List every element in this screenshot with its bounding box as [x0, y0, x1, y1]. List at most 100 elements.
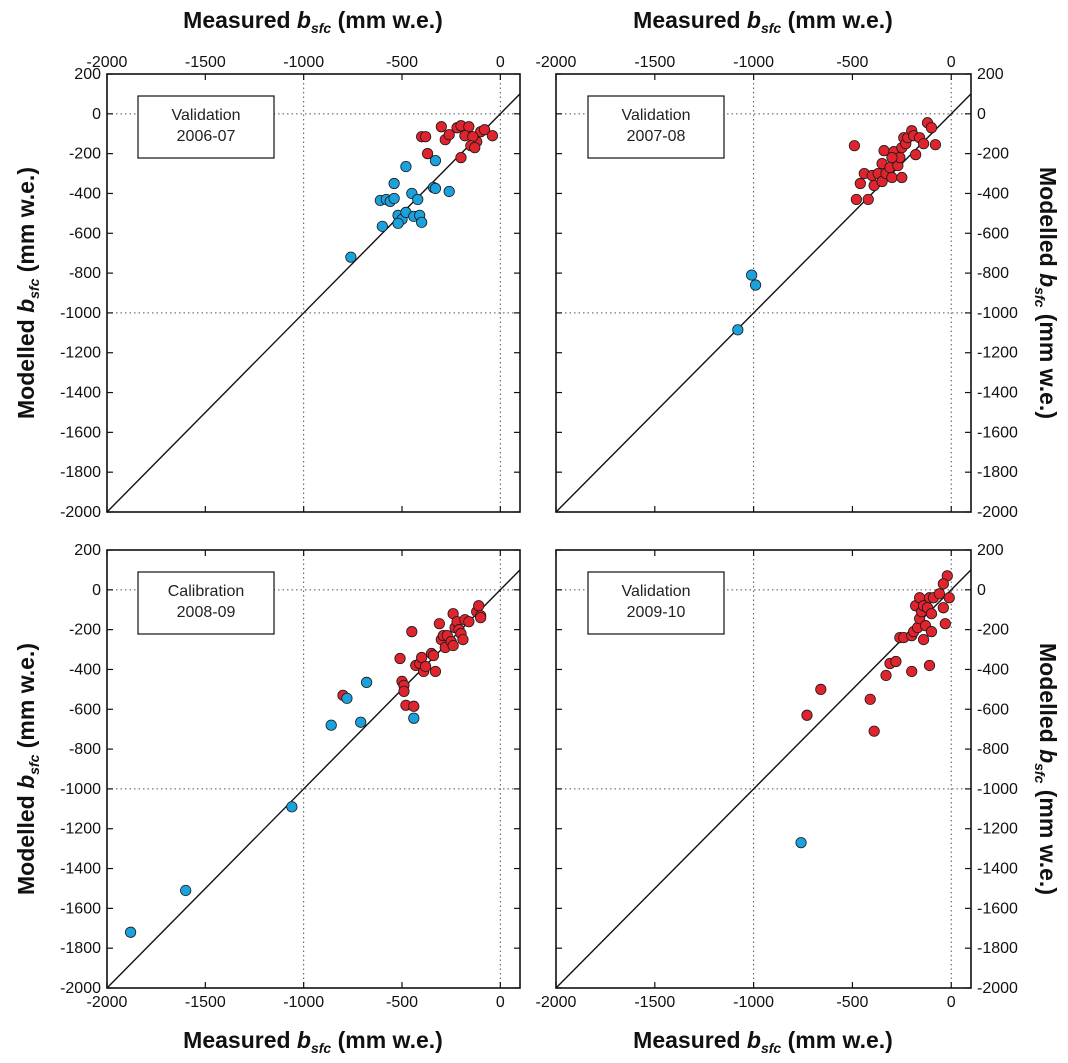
panel-label-text: 2008-09 — [177, 604, 236, 621]
plot-frame — [106, 549, 521, 989]
x-tick-label: -1500 — [634, 54, 675, 71]
y-tick-label: -400 — [977, 661, 1009, 678]
y-tick-label: -400 — [977, 185, 1009, 202]
y-tick-label: -1000 — [977, 305, 1018, 322]
x-tick-label: -1000 — [283, 54, 324, 71]
x-tick-label: -1500 — [185, 994, 226, 1011]
y-tick-label: -1400 — [60, 385, 101, 402]
data-point — [455, 152, 467, 164]
panel-label-box — [587, 571, 725, 635]
data-point — [419, 131, 432, 143]
data-point — [933, 588, 945, 600]
panel-label-box — [137, 95, 275, 159]
y-axis-title-top-right: Modelled bsfc (mm w.e.) — [1032, 167, 1061, 419]
data-point — [429, 182, 442, 195]
y-tick-label: -1000 — [60, 305, 101, 322]
data-point — [880, 669, 892, 682]
x-tick-label: -1000 — [733, 54, 774, 71]
data-point — [917, 633, 930, 646]
data-point — [443, 185, 455, 198]
panel-label-box — [137, 571, 275, 635]
y-tick-label: -800 — [977, 265, 1009, 282]
data-point — [443, 129, 455, 141]
y-tick-label: -1400 — [977, 861, 1018, 878]
data-point — [896, 171, 908, 184]
data-point — [180, 884, 192, 897]
data-point — [360, 676, 373, 688]
panel-label-text: Validation — [621, 107, 690, 124]
data-point — [408, 712, 420, 724]
y-tick-label: -1000 — [60, 781, 101, 798]
y-tick-label: -2000 — [60, 980, 101, 997]
data-point — [469, 142, 481, 154]
data-point — [457, 633, 469, 646]
x-tick-label: -500 — [836, 994, 868, 1011]
data-point — [408, 700, 420, 712]
y-tick-label: -400 — [69, 661, 101, 678]
data-point — [412, 193, 424, 206]
series-red — [416, 120, 499, 164]
data-point — [416, 216, 428, 228]
data-point — [433, 618, 445, 630]
data-point — [345, 251, 357, 263]
data-point — [886, 171, 898, 184]
y-tick-label: -1600 — [977, 424, 1018, 441]
data-point — [801, 709, 813, 721]
data-point — [125, 926, 137, 938]
data-point — [923, 659, 936, 672]
y-tick-label: -2000 — [60, 504, 101, 521]
series-red — [337, 600, 487, 712]
data-point — [286, 801, 298, 813]
data-point — [419, 660, 432, 673]
y-tick-label: -600 — [977, 701, 1009, 718]
y-tick-label: -600 — [69, 701, 101, 718]
data-point — [848, 140, 861, 152]
data-point — [429, 665, 442, 678]
data-point — [429, 155, 442, 167]
series-red — [801, 570, 955, 737]
y-tick-label: -200 — [977, 622, 1009, 639]
data-point — [917, 138, 930, 150]
y-tick-label: -200 — [977, 146, 1009, 163]
plot-frame — [106, 73, 521, 513]
panel-label-text: 2007-08 — [627, 128, 686, 145]
x-tick-label: 0 — [947, 994, 956, 1011]
plot-frame — [555, 73, 972, 513]
data-point — [925, 608, 938, 620]
x-tick-label: -2000 — [87, 54, 128, 71]
y-tick-label: -200 — [69, 146, 101, 163]
y-tick-label: -1600 — [977, 900, 1018, 917]
data-point — [854, 177, 866, 190]
y-axis-title-bottom-left: Modelled bsfc (mm w.e.) — [13, 643, 42, 895]
data-point — [937, 578, 949, 590]
data-point — [406, 626, 418, 638]
y-tick-label: -200 — [69, 622, 101, 639]
data-point — [746, 269, 758, 281]
y-axis-title-bottom-right: Modelled bsfc (mm w.e.) — [1032, 643, 1061, 895]
panel-label-text: Calibration — [168, 583, 244, 600]
plot-frame — [555, 549, 972, 989]
data-point — [937, 602, 949, 614]
y-tick-label: -1800 — [977, 940, 1018, 957]
data-point — [478, 124, 491, 136]
data-point — [376, 220, 388, 232]
y-tick-label: -1600 — [60, 900, 101, 917]
x-tick-label: 0 — [496, 994, 505, 1011]
data-point — [850, 193, 862, 206]
data-point — [473, 600, 485, 612]
y-axis-title-top-left: Modelled bsfc (mm w.e.) — [13, 167, 42, 419]
data-point — [925, 122, 938, 134]
data-point — [400, 160, 412, 173]
data-point — [943, 592, 955, 604]
y-tick-label: 200 — [74, 66, 101, 83]
panel-2: -2000 -1500 -1000 -500 0 200 0 -200 -400 -600 -800… — [536, 54, 1018, 521]
data-point — [447, 639, 459, 652]
y-tick-label: -800 — [69, 741, 101, 758]
data-point — [435, 121, 447, 133]
data-point — [388, 192, 400, 205]
data-point — [925, 626, 938, 638]
panel-3: -2000 -1500 -1000 -500 0 200 0 -200 -400 -600 -800… — [60, 542, 521, 1011]
x-tick-label: -500 — [386, 54, 418, 71]
x-tick-label: -1000 — [283, 994, 324, 1011]
